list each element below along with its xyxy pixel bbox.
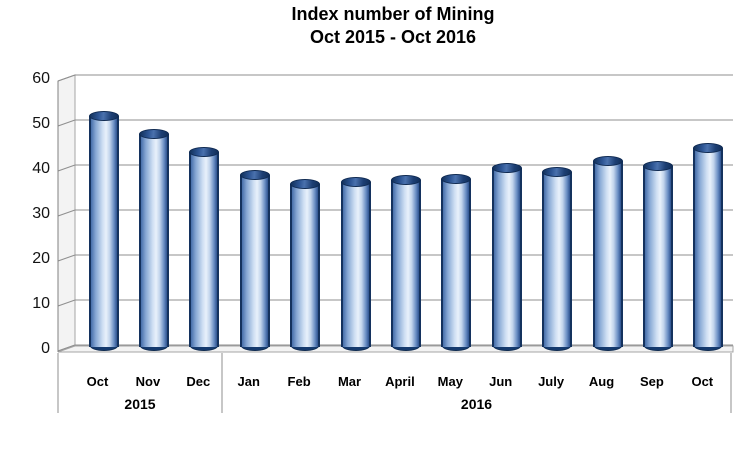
bar-may-2016 [441, 174, 472, 351]
cyl-body [138, 134, 169, 347]
x-tick-label-july-9: July [538, 374, 565, 389]
bar-oct-2016 [693, 142, 724, 351]
cyl-body [441, 179, 472, 347]
x-tick-label-oct-0: Oct [86, 374, 109, 389]
y-tick-label-20: 20 [32, 250, 50, 267]
bar-dec-2015 [189, 147, 220, 351]
cyl-cap [542, 166, 573, 177]
bar-jun-2016 [491, 162, 522, 351]
y-tick-label-0: 0 [41, 340, 50, 357]
bar-aug-2016 [592, 156, 623, 351]
cyl-cap [239, 169, 270, 180]
chart-title-line2: Oct 2015 - Oct 2016 [309, 27, 477, 47]
cyl-body [189, 152, 220, 347]
x-tick-label-jun-8: Jun [489, 374, 513, 389]
bar-mar-2016 [340, 176, 371, 351]
cyl-cap [290, 178, 321, 189]
bar-july-2016 [542, 166, 573, 351]
cyl-cap [491, 162, 522, 173]
x-tick-label-mar-5: Mar [337, 374, 362, 389]
y-tick-label-60: 60 [32, 70, 50, 87]
bar-jan-2016 [239, 169, 270, 351]
y-tick-label-40: 40 [32, 160, 50, 177]
x-tick-label-aug-10: Aug [588, 374, 615, 389]
cyl-cap [592, 156, 623, 166]
bar-feb-2016 [290, 178, 321, 351]
x-tick-label-oct-12: Oct [691, 374, 714, 389]
cyl-body [239, 174, 270, 347]
bar-oct-2015 [88, 111, 119, 351]
cyl-cap [441, 174, 472, 184]
x-tick-label-nov-1: Nov [135, 374, 161, 389]
cyl-body [390, 180, 421, 347]
cyl-body [340, 181, 371, 347]
cyl-body [592, 161, 623, 347]
chart-title: Index number of Mining Oct 2015 - Oct 20… [30, 3, 756, 49]
cyl-cap [340, 176, 371, 187]
cyl-cap [642, 160, 673, 171]
y-tick-label-10: 10 [32, 295, 50, 312]
y-tick-label-30: 30 [32, 205, 50, 222]
x-tick-label-may-7: May [437, 374, 463, 389]
bar-april-2016 [390, 175, 421, 351]
x-tick-label-sep-11: Sep [639, 374, 664, 389]
x-tick-label-dec-2: Dec [186, 374, 211, 389]
x-tick-label-jan-3: Jan [237, 374, 260, 389]
cyl-body [693, 147, 724, 347]
cyl-body [542, 171, 573, 347]
y-tick-label-50: 50 [32, 115, 50, 132]
bar-nov-2015 [138, 129, 169, 351]
x-tick-label-april-6: April [385, 374, 415, 389]
cyl-body [290, 183, 321, 347]
cyl-body [88, 116, 119, 347]
cyl-cap [390, 175, 421, 186]
cyl-cap [693, 142, 724, 153]
x-tick-label-feb-4: Feb [287, 374, 311, 389]
bar-sep-2016 [642, 160, 673, 351]
cyl-cap [88, 111, 119, 121]
cyl-body [642, 165, 673, 347]
cyl-cap [138, 129, 169, 139]
cyl-cap [189, 147, 220, 157]
year-group-label-2016: 2016 [460, 396, 493, 412]
year-group-label-2015: 2015 [124, 396, 156, 412]
chart-title-line1: Index number of Mining [291, 4, 495, 24]
cyl-body [491, 167, 522, 347]
